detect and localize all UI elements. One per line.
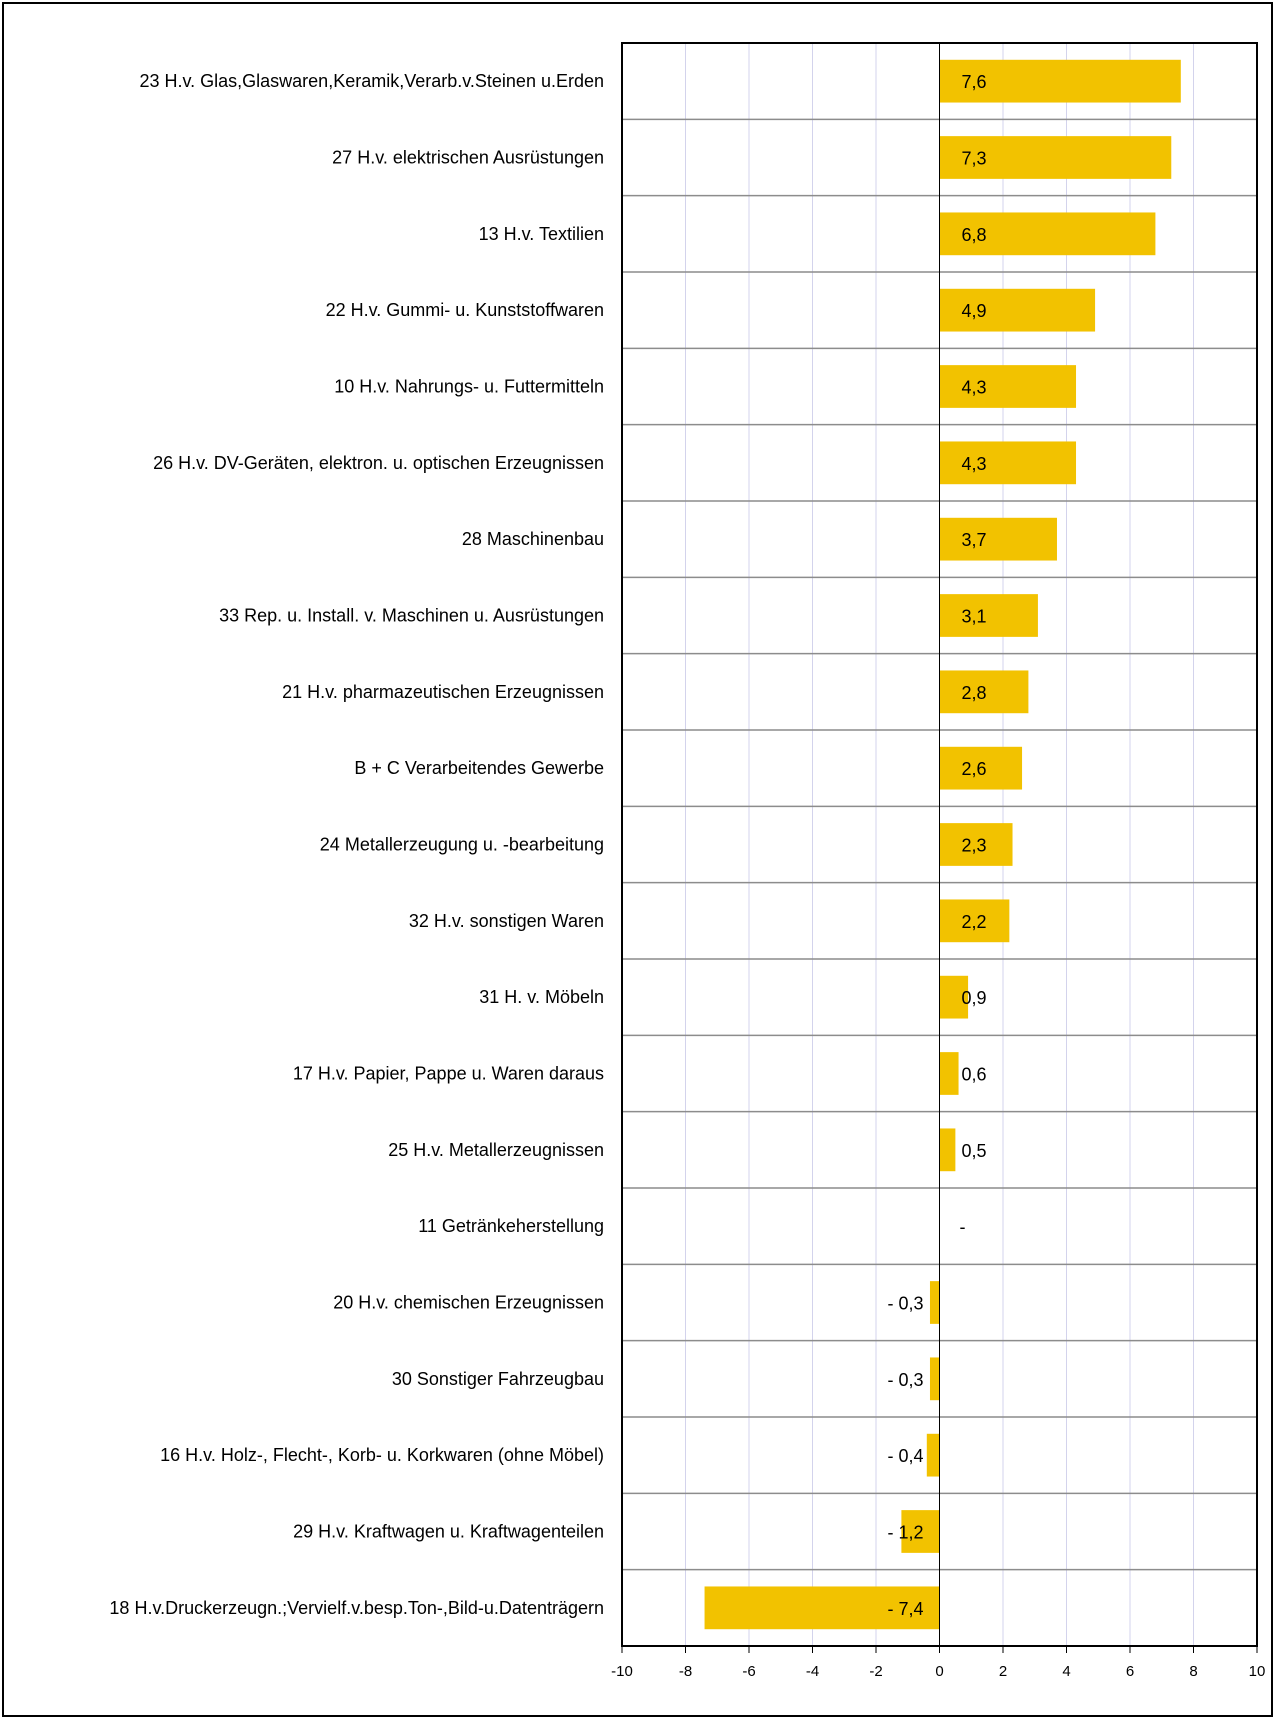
data-label: - 0,3 [887, 1294, 923, 1314]
category-label: 16 H.v. Holz-, Flecht-, Korb- u. Korkwar… [160, 1445, 604, 1465]
data-label: 6,8 [962, 225, 987, 245]
data-label: 4,3 [962, 454, 987, 474]
category-label: 32 H.v. sonstigen Waren [409, 911, 604, 931]
x-tick-label: -2 [869, 1663, 882, 1680]
bar [939, 212, 1156, 256]
bar [939, 594, 1038, 637]
category-label: 26 H.v. DV-Geräten, elektron. u. optisch… [153, 453, 604, 473]
category-label: 28 Maschinenbau [462, 529, 604, 549]
bar [901, 1510, 940, 1553]
category-label: 33 Rep. u. Install. v. Maschinen u. Ausr… [219, 606, 604, 626]
bar [929, 1281, 940, 1324]
data-label: 0,9 [962, 988, 987, 1008]
bar [926, 1433, 940, 1477]
x-tick-label: 0 [935, 1663, 943, 1680]
category-label: 31 H. v. Möbeln [479, 987, 604, 1007]
category-label: 10 H.v. Nahrungs- u. Futtermitteln [334, 377, 604, 397]
x-tick-label: 4 [1062, 1663, 1070, 1680]
bar [939, 1128, 956, 1172]
category-label: 18 H.v.Druckerzeugn.;Vervielf.v.besp.Ton… [109, 1598, 604, 1618]
x-tick-label: 6 [1126, 1663, 1134, 1680]
data-label: 0,6 [962, 1065, 987, 1085]
data-label: - 0,4 [887, 1446, 923, 1466]
bar [939, 899, 1010, 943]
category-label: 29 H.v. Kraftwagen u. Kraftwagenteilen [293, 1522, 604, 1542]
category-label: 30 Sonstiger Fahrzeugbau [392, 1369, 604, 1389]
category-label: 11 Getränkeherstellung [418, 1216, 604, 1236]
bar [704, 1586, 940, 1630]
bar [939, 670, 1029, 714]
x-tick-label: -8 [679, 1663, 692, 1680]
bar [939, 1052, 959, 1095]
category-label: 27 H.v. elektrischen Ausrüstungen [332, 148, 604, 168]
bar [939, 746, 1023, 790]
data-label: 2,6 [962, 759, 987, 779]
data-label: 2,3 [962, 836, 987, 856]
x-tick-label: 8 [1189, 1663, 1197, 1680]
category-label: 21 H.v. pharmazeutischen Erzeugnissen [282, 682, 604, 702]
data-label: 3,7 [962, 530, 987, 550]
category-label: 23 H.v. Glas,Glaswaren,Keramik,Verarb.v.… [139, 71, 604, 91]
data-label: 0,5 [962, 1141, 987, 1161]
data-label: 7,6 [962, 72, 987, 92]
data-label: - 7,4 [887, 1599, 923, 1619]
bar [939, 441, 1077, 485]
category-label: 20 H.v. chemischen Erzeugnissen [333, 1293, 604, 1313]
category-label: 24 Metallerzeugung u. -bearbeitung [320, 835, 604, 855]
data-label: 4,9 [962, 301, 987, 321]
category-label: 22 H.v. Gummi- u. Kunststoffwaren [326, 300, 604, 320]
data-label: 4,3 [962, 378, 987, 398]
data-label: - 1,2 [887, 1523, 923, 1543]
data-label: 2,2 [962, 912, 987, 932]
data-label: - [960, 1217, 966, 1237]
x-tick-label: -4 [806, 1663, 819, 1680]
bar [939, 823, 1013, 866]
bar [939, 59, 1181, 103]
bar [939, 975, 969, 1019]
category-label: 13 H.v. Textilien [479, 224, 604, 244]
x-tick-label: -6 [742, 1663, 755, 1680]
bar [939, 288, 1096, 332]
data-label: 2,8 [962, 683, 987, 703]
data-label: 7,3 [962, 149, 987, 169]
bar [939, 365, 1077, 408]
category-label: 17 H.v. Papier, Pappe u. Waren daraus [293, 1064, 604, 1084]
x-tick-label: 10 [1249, 1663, 1266, 1680]
category-label: B + C Verarbeitendes Gewerbe [354, 758, 604, 778]
data-label: - 0,3 [887, 1370, 923, 1390]
x-tick-label: 2 [999, 1663, 1007, 1680]
bar [939, 517, 1057, 561]
data-label: 3,1 [962, 607, 987, 627]
bar [929, 1357, 940, 1401]
category-label: 25 H.v. Metallerzeugnissen [388, 1140, 604, 1160]
x-tick-label: -10 [611, 1663, 633, 1680]
bar [939, 136, 1172, 179]
